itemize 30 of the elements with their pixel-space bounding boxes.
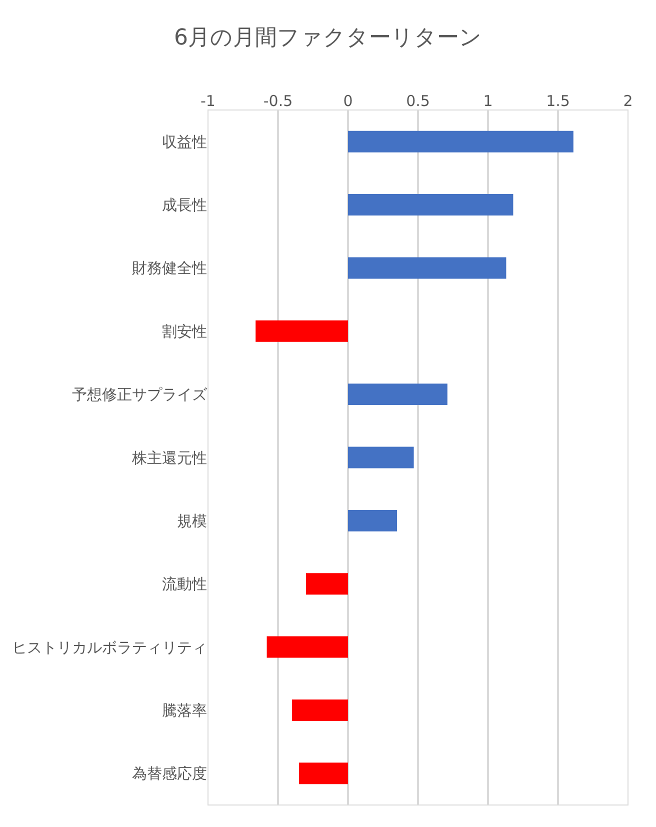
bar bbox=[348, 257, 506, 279]
bar bbox=[348, 384, 448, 406]
x-tick-label: -1 bbox=[200, 92, 216, 110]
x-tick-label: 1 bbox=[483, 92, 493, 110]
x-tick-label: 2 bbox=[623, 92, 633, 110]
y-tick-label: 収益性 bbox=[162, 132, 207, 151]
y-tick-label: 予想修正サプライズ bbox=[72, 386, 208, 404]
y-tick-label: 株主還元性 bbox=[131, 448, 207, 467]
x-tick-label: -0.5 bbox=[263, 92, 293, 110]
bar bbox=[266, 636, 348, 658]
y-tick-label: 成長性 bbox=[162, 196, 207, 214]
bar bbox=[292, 699, 348, 721]
y-tick-label: 規模 bbox=[177, 512, 207, 530]
bar bbox=[256, 320, 348, 342]
y-tick-label: 割安性 bbox=[162, 322, 207, 340]
bar bbox=[348, 446, 414, 468]
bar bbox=[348, 130, 574, 152]
x-tick-label: 0 bbox=[343, 92, 353, 110]
x-tick-label: 1.5 bbox=[546, 92, 570, 110]
chart-title: 6月の月間ファクターリターン bbox=[174, 25, 482, 50]
x-tick-label: 0.5 bbox=[406, 92, 430, 110]
bar bbox=[348, 510, 397, 532]
bar bbox=[348, 194, 514, 216]
y-tick-label: 騰落率 bbox=[162, 701, 207, 720]
y-tick-label: 流動性 bbox=[162, 575, 207, 594]
y-tick-label: 為替感応度 bbox=[132, 764, 207, 783]
y-tick-label: ヒストリカルボラティリティ bbox=[12, 638, 207, 656]
bar bbox=[306, 573, 348, 595]
y-tick-label: 財務健全性 bbox=[132, 259, 207, 278]
bar bbox=[299, 762, 348, 784]
